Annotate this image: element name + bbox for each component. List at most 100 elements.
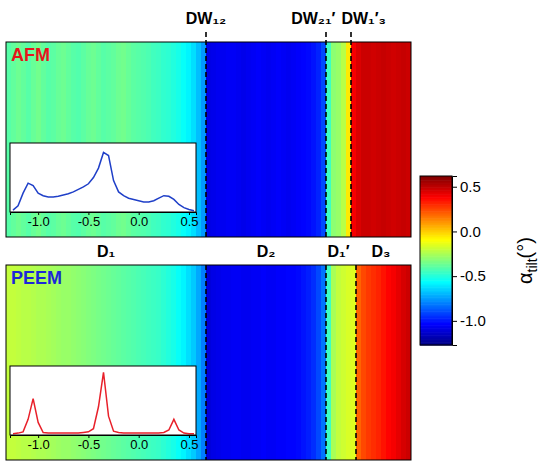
axis-line [453,177,458,346]
heatmap-column [361,265,367,460]
heatmap-column [261,265,267,460]
heatmap-column [371,265,377,460]
tick: -1.0 [27,435,49,452]
tick-mark [452,187,457,188]
tick: -1.0 [452,312,486,329]
heatmap-column [246,42,252,237]
heatmap-column [296,42,302,237]
heatmap-column [321,265,327,460]
inset-frame [10,143,196,212]
tick: -1.0 [27,212,49,229]
panel-title: PEEM [11,268,62,288]
heatmap-column [261,42,267,237]
heatmap-column [331,42,337,237]
heatmap-column [216,42,222,237]
heatmap-panel: AFM -1.0 -0.5 0.0 0.5 [6,32,412,237]
heatmap-column [326,265,332,460]
domain-wall [350,32,352,237]
heatmap-column [226,265,232,460]
domain-wall [355,265,357,460]
heatmap-column [266,42,272,237]
domain-wall [205,265,207,460]
colorbar-axis: 0.5 0.0 -0.5 -1.0 [452,177,486,346]
panel-frame [6,265,411,460]
wall-label: DW₁₂ [186,10,226,27]
heatmap-column [241,265,247,460]
histogram-line [13,372,194,433]
heatmap-column [271,265,277,460]
inset-frame [10,366,196,435]
heatmap-column [236,265,242,460]
tick: 0.0 [130,212,148,229]
panel-title: AFM [11,45,50,65]
heatmap-cells [6,265,411,460]
heatmap-column [221,265,227,460]
heatmap-column [281,265,287,460]
colorbar-title: αtilt(°) [514,237,540,284]
heatmap-column [381,42,387,237]
tick: -0.5 [78,212,100,229]
tick-label: 0.5 [180,437,198,452]
heatmap-column [391,42,397,237]
heatmap-column [306,265,312,460]
heatmap-column [206,265,212,460]
heatmap-column [356,42,362,237]
tick-mark [452,276,457,277]
tick-label: 0.0 [460,223,481,240]
heatmap-column [286,42,292,237]
heatmap-column [196,265,202,460]
heatmap-column [266,265,272,460]
tick-label: -0.5 [78,214,100,229]
heatmap-column [231,42,237,237]
heatmap-column [356,265,362,460]
heatmap-column [206,42,212,237]
tick-label: -1.0 [27,214,49,229]
heatmap-column [256,265,262,460]
chart: AFM-1.0-0.50.00.5PEEM-1.0-0.50.00.5D₁D₂D… [0,0,549,466]
heatmap-column [221,42,227,237]
heatmap-column [361,42,367,237]
heatmap-column [376,265,382,460]
heatmap-column [311,42,317,237]
heatmap-column [236,42,242,237]
heatmap-column [306,42,312,237]
tick-label: -0.5 [78,437,100,452]
heatmap-column [231,265,237,460]
heatmap-column [246,265,252,460]
inset: -1.0 -0.5 0.0 0.5 [10,366,199,452]
heatmap-column [346,265,352,460]
colorbar-frame [420,176,452,345]
tick-label: 0.0 [130,437,148,452]
tick-label: -0.5 [460,267,486,284]
heatmap-column [211,265,217,460]
heatmap-column [366,265,372,460]
heatmap-column [386,265,392,460]
tick-label: 0.5 [460,178,481,195]
domain-wall [205,32,207,237]
heatmap-column [351,265,357,460]
inset-x-axis: -1.0 -0.5 0.0 0.5 [11,212,199,229]
heatmap-column [326,42,332,237]
heatmap-column [351,42,357,237]
heatmap-column [196,42,202,237]
heatmap-column [371,42,377,237]
heatmap-column [376,42,382,237]
heatmap-column [216,265,222,460]
heatmap-column [311,265,317,460]
heatmap-column [366,42,372,237]
tick: 0.5 [180,435,198,452]
tick: 0.5 [180,212,198,229]
heatmap-column [251,42,257,237]
colorbar-gradient [420,176,452,346]
heatmap-column [316,42,322,237]
heatmap-column [286,265,292,460]
wall-label: DW₁′₃ [341,10,386,27]
heatmap-column [341,265,347,460]
panel-frame [6,42,411,237]
heatmap-column [391,265,397,460]
heatmap-column [276,42,282,237]
heatmap-column [281,42,287,237]
heatmap-column [386,42,392,237]
heatmap-column [201,265,207,460]
domain-label: D₂ [257,243,276,260]
